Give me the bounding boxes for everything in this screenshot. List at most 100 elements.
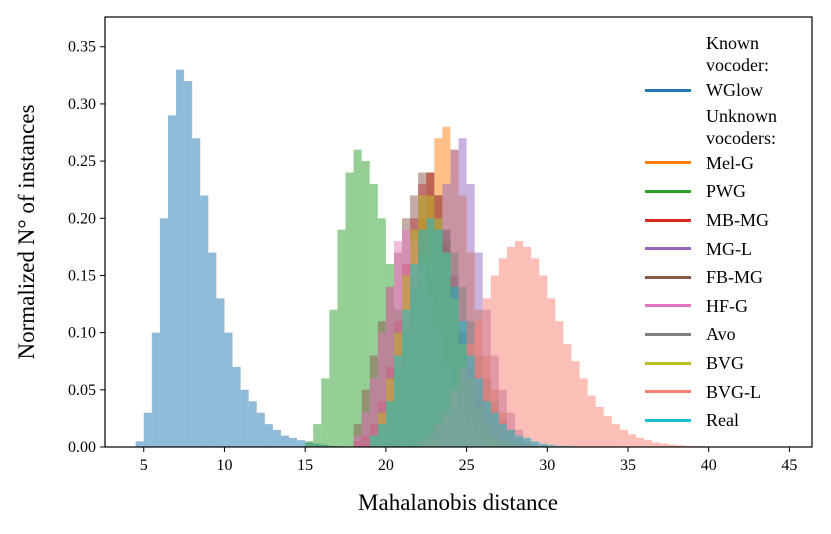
histogram-bar: [264, 424, 273, 447]
x-tick-label: 35: [620, 457, 636, 474]
legend-item: FB-MG: [645, 263, 786, 292]
histogram-bar: [458, 321, 467, 447]
legend-swatch: [645, 304, 691, 308]
histogram-bar: [506, 246, 515, 447]
histogram-bar: [240, 389, 249, 447]
histogram-bar: [385, 286, 394, 447]
legend-label: Mel-G: [706, 152, 754, 173]
histogram-bar: [652, 442, 661, 447]
legend-item: Real: [645, 406, 786, 435]
legend-swatch: [645, 275, 691, 279]
histogram-bar: [426, 218, 435, 447]
histogram-bar: [377, 424, 386, 447]
histogram-bar: [595, 406, 604, 447]
histogram-bar: [361, 412, 370, 447]
x-tick-label: 15: [297, 457, 313, 474]
histogram-bar: [248, 401, 257, 447]
histogram-bar: [329, 309, 338, 447]
histogram-bar: [353, 435, 362, 447]
legend-item: Avo: [645, 320, 786, 349]
y-tick-label: 0.15: [68, 267, 96, 284]
legend: Known vocoder: WGlow Unknown vocoders: Mel-…: [645, 32, 786, 435]
histogram-bar: [434, 229, 443, 447]
legend-group-title: Unknown vocoders:: [706, 105, 777, 148]
x-tick-label: 25: [459, 457, 475, 474]
legend-label: BVG: [706, 353, 745, 374]
histogram-bar: [531, 441, 540, 447]
y-tick-label: 0.10: [68, 325, 96, 342]
histogram-bar: [272, 429, 281, 447]
histogram-bar: [571, 361, 580, 447]
histogram-bar: [385, 401, 394, 447]
histogram-bar: [668, 444, 677, 447]
histogram-bar: [297, 440, 306, 447]
histogram-bar: [143, 412, 152, 447]
histogram-bar: [151, 332, 160, 447]
legend-label: Avo: [706, 324, 736, 345]
histogram-bar: [474, 378, 483, 447]
histogram-bar: [547, 444, 556, 447]
histogram-bar: [611, 424, 620, 447]
legend-swatch: [645, 88, 691, 92]
histogram-bar: [393, 355, 403, 447]
histogram-bar: [676, 445, 685, 447]
histogram-bar: [636, 437, 645, 447]
histogram-bar: [563, 344, 572, 447]
histogram-bar: [547, 298, 556, 447]
histogram-bar: [587, 395, 596, 447]
x-tick-label: 10: [216, 457, 232, 474]
histogram-bar: [531, 258, 540, 447]
legend-swatch: [645, 418, 691, 422]
histogram-bar: [450, 286, 459, 447]
legend-label: Real: [706, 410, 739, 431]
x-tick-label: 45: [781, 457, 797, 474]
y-tick-label: 0.05: [68, 382, 96, 399]
histogram-bar: [159, 218, 168, 447]
x-tick-label: 20: [378, 457, 394, 474]
legend-item: MG-L: [645, 234, 786, 263]
histogram-bar: [176, 69, 185, 447]
y-tick-label: 0.00: [68, 439, 96, 456]
histogram-bar: [539, 275, 548, 447]
legend-swatch: [645, 361, 691, 365]
histogram-bar: [660, 443, 669, 447]
histogram-bar: [514, 241, 524, 447]
legend-label: PWG: [706, 181, 746, 202]
legend-swatch: [645, 390, 691, 394]
histogram-bar: [184, 81, 193, 448]
histogram-bar: [208, 252, 217, 447]
histogram-bar: [280, 435, 290, 447]
y-tick-label: 0.35: [68, 39, 96, 56]
legend-item: Mel-G: [645, 149, 786, 178]
histogram-bar: [482, 401, 491, 447]
histogram-bar: [135, 441, 144, 447]
histogram-bar: [369, 183, 378, 447]
histogram-bar: [200, 195, 209, 447]
histogram-bar: [490, 412, 499, 447]
legend-swatch: [645, 247, 691, 251]
histogram-bar: [321, 378, 330, 447]
histogram-bar: [523, 437, 532, 447]
histogram-bar: [369, 378, 378, 447]
legend-swatch: [645, 332, 691, 336]
legend-item: HF-G: [645, 292, 786, 321]
x-tick-label: 5: [140, 457, 148, 474]
legend-label: MG-L: [706, 238, 752, 259]
histogram-bar: [353, 149, 362, 447]
histogram-bar: [305, 441, 314, 447]
histogram-bar: [506, 429, 515, 447]
legend-label: BVG-L: [706, 381, 761, 402]
histogram-bar: [466, 355, 475, 447]
histogram-bar: [555, 321, 564, 447]
histogram-bar: [466, 183, 475, 447]
histogram-bar: [337, 229, 346, 447]
histogram-bar: [539, 443, 548, 447]
histogram-bar: [579, 378, 588, 447]
legend-item: MB-MG: [645, 206, 786, 235]
legend-item: WGlow: [645, 76, 786, 105]
histogram-bar: [256, 412, 265, 447]
histogram-bar: [402, 309, 411, 447]
histogram-bar: [603, 416, 612, 447]
histogram-bar: [627, 434, 637, 447]
